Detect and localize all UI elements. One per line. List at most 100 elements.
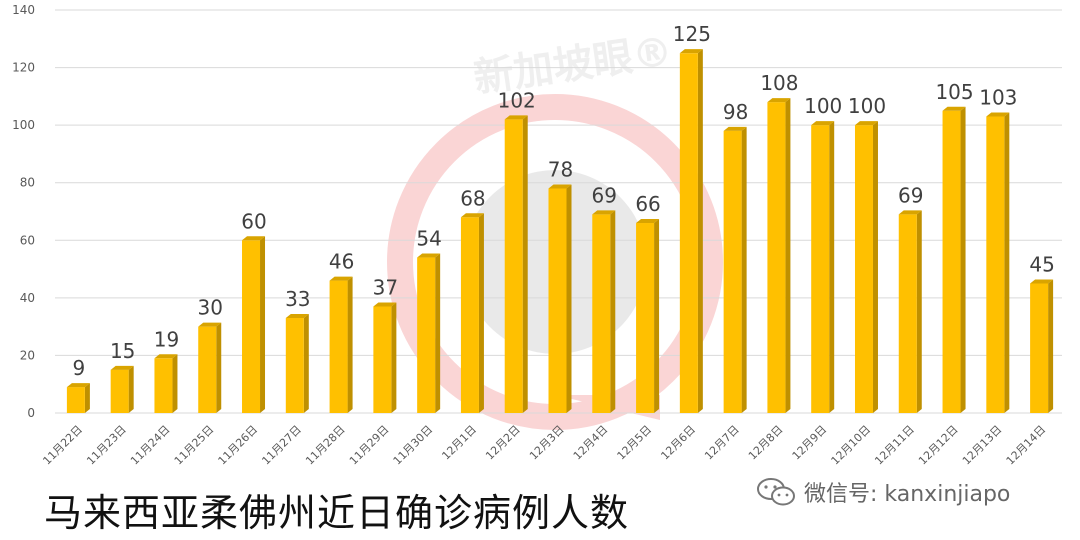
data-label: 100 [804,94,842,118]
data-label: 68 [460,186,485,210]
bar-front [592,214,611,413]
bar-side [347,276,353,413]
bar-top [242,236,266,241]
y-tick-label: 100 [12,118,35,132]
x-tick-label: 12月12日 [916,423,961,468]
x-tick-label: 12月4日 [571,423,611,463]
bar-front [548,188,567,413]
x-tick-label: 12月13日 [960,423,1005,468]
x-tick-label: 11月30日 [391,423,436,468]
bar-top [417,253,441,258]
bar [942,106,966,413]
bar [460,213,484,413]
bar [417,253,441,413]
y-tick-label: 20 [20,348,35,362]
chart-title: 马来西亚柔佛州近日确诊病例人数 [44,491,630,535]
bar-side [478,213,484,413]
data-label: 105 [935,80,973,104]
bar-side [829,121,835,414]
data-label: 46 [329,250,354,274]
data-label: 33 [285,287,310,311]
x-tick-label: 11月22日 [40,423,85,468]
bar-side [697,49,703,414]
data-label: 30 [198,296,223,320]
bar-side [391,302,397,413]
bar-side [1004,112,1010,413]
data-label: 78 [548,157,573,181]
data-label: 100 [848,94,886,118]
x-tick-label: 12月11日 [872,423,917,468]
data-label: 108 [760,71,798,95]
bar-side [1048,279,1054,413]
bar-top [592,210,616,215]
bar-front [723,130,742,413]
bar [66,383,90,413]
bar [1030,279,1054,413]
data-label: 102 [498,88,536,112]
x-tick-label: 12月6日 [658,423,698,463]
bar-top [66,383,90,388]
bar-side [610,210,616,413]
bar-front [198,326,217,413]
x-tick-label: 12月7日 [702,423,742,463]
bar-top [723,126,747,131]
bar-top [198,322,222,327]
bar [898,210,922,413]
bar-side [785,98,791,413]
bar-side [916,210,922,413]
bar [110,365,134,413]
x-tick-label: 12月1日 [439,423,479,463]
bar [767,98,791,413]
bar-front [898,214,917,413]
bar [679,49,703,414]
bar [636,219,660,413]
bar-top [329,276,353,281]
bar [373,302,397,413]
bar-side [172,354,178,413]
bar-front [329,280,348,413]
bar [811,121,835,414]
x-tick-label: 11月27日 [259,423,304,468]
bar-front [811,125,830,414]
wechat-icon [757,478,795,506]
data-label: 60 [241,209,266,233]
data-label: 54 [416,227,441,251]
bar-front [504,119,523,413]
data-label: 69 [592,183,617,207]
bar-top [460,213,484,218]
data-label: 103 [979,86,1017,110]
bar-side [216,322,222,413]
y-tick-label: 120 [12,61,35,75]
data-label: 125 [673,22,711,46]
x-tick-label: 11月26日 [216,423,261,468]
bar-front [986,116,1005,413]
x-tick-label: 11月24日 [128,423,173,468]
x-tick-label: 12月5日 [615,423,655,463]
bar-side [260,236,266,413]
x-tick-label: 12月2日 [483,423,523,463]
bar-front [110,369,129,413]
y-axis-tick-labels: 0 20 40 60 80 100 120 140 [12,3,35,420]
bar-side [303,314,309,413]
bar-front [417,257,436,413]
bar-top [679,49,703,54]
bar-top [373,302,397,307]
data-label: 45 [1029,252,1054,276]
bar-side [654,219,660,413]
bar-top [154,354,178,359]
bar [154,354,178,413]
bar-top [504,115,528,120]
bar-top [986,112,1010,117]
bar-front [242,240,261,413]
bar-top [767,98,791,103]
bar [242,236,266,413]
y-tick-label: 0 [27,406,35,420]
data-label: 19 [154,327,179,351]
x-tick-label: 11月23日 [84,423,129,468]
bar [504,115,528,413]
x-tick-label: 12月8日 [746,423,786,463]
bar [285,314,309,413]
data-label: 69 [898,183,923,207]
bar-front [373,306,392,413]
